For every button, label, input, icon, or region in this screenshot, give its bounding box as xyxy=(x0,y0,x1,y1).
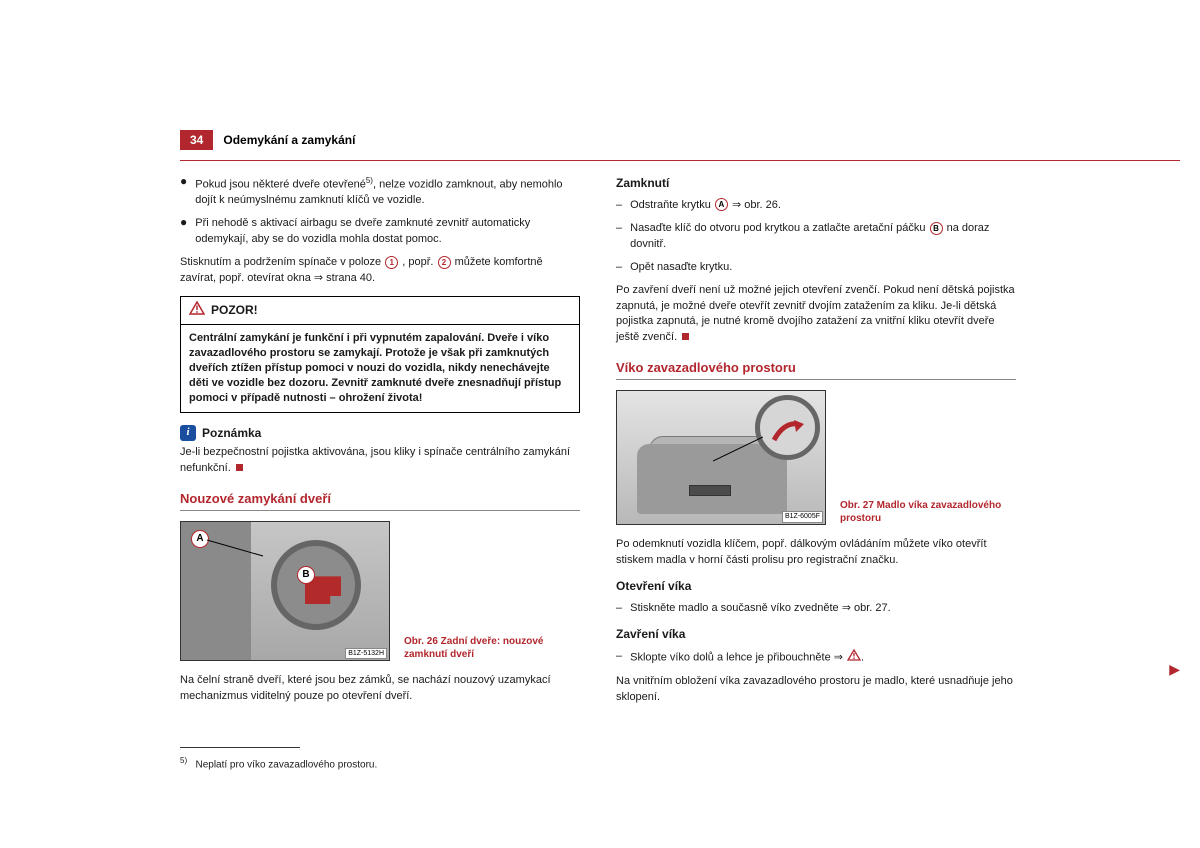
dash-item: – Sklopte víko dolů a lehce je přibouchn… xyxy=(616,649,1016,666)
right-column: Zamknutí – Odstraňte krytku A ⇒ obr. 26.… xyxy=(616,175,1016,715)
marker-a-line-icon xyxy=(205,538,265,558)
plate-shape xyxy=(689,485,731,496)
connector-line-icon xyxy=(713,435,763,463)
lift-arrow-icon xyxy=(770,420,804,444)
paragraph: Na vnitřním obložení víka zavazadlového … xyxy=(616,674,1016,705)
text-fragment: Sklopte víko dolů a lehce je přibouchnět… xyxy=(630,651,846,663)
bullet-dot: ● xyxy=(180,175,187,208)
footnote-divider xyxy=(180,747,300,748)
note-title: Poznámka xyxy=(202,425,261,442)
paragraph: Stisknutím a podržením spínače v poloze … xyxy=(180,255,580,286)
subheading-bold: Otevření víka xyxy=(616,578,1016,595)
warning-body: Centrální zamykání je funkční i při vypn… xyxy=(181,325,579,411)
figure-26: A B B1Z-5132H xyxy=(180,521,390,661)
figure-id: B1Z-6005F xyxy=(782,511,823,523)
dash-text: Opět nasaďte krytku. xyxy=(630,260,732,275)
dash-item: – Stiskněte madlo a současně víko zvedně… xyxy=(616,601,1016,616)
text-fragment: Odstraňte krytku xyxy=(630,199,714,211)
subheading: Víko zavazadlového prostoru xyxy=(616,359,1016,377)
text-fragment: Po zavření dveří není už možné jejich ot… xyxy=(616,284,1015,342)
warning-title: POZOR! xyxy=(211,302,258,319)
subheading-bold: Zavření víka xyxy=(616,626,1016,643)
dash-text: Stiskněte madlo a současně víko zvedněte… xyxy=(630,601,891,616)
warning-box: POZOR! Centrální zamykání je funkční i p… xyxy=(180,296,580,413)
header-divider xyxy=(180,160,1180,161)
subheading-rule xyxy=(616,379,1016,380)
figure-row: A B B1Z-5132H Obr. 26 Zadní dveře: nouzo… xyxy=(180,521,580,661)
text-fragment: , popř. xyxy=(402,256,436,268)
figure-caption: Obr. 27 Madlo víka zavazadlového prostor… xyxy=(840,499,1010,525)
ref-letter-b: B xyxy=(930,222,943,235)
figure-27: B1Z-6005F xyxy=(616,390,826,525)
warning-triangle-icon xyxy=(847,649,861,666)
car-body-shape xyxy=(637,444,787,514)
paragraph: Na čelní straně dveří, které jsou bez zá… xyxy=(180,673,580,704)
section-title: Odemykání a zamykání xyxy=(223,133,355,147)
subheading-bold: Zamknutí xyxy=(616,175,1016,192)
warning-header: POZOR! xyxy=(181,297,579,325)
subheading: Nouzové zamykání dveří xyxy=(180,490,580,508)
info-icon: i xyxy=(180,425,196,441)
text-fragment: Stisknutím a podržením spínače v poloze xyxy=(180,256,384,268)
bullet-item: ● Při nehodě s aktivací airbagu se dveře… xyxy=(180,216,580,247)
bullet-item: ● Pokud jsou některé dveře otevřené5), n… xyxy=(180,175,580,208)
text-fragment: ⇒ obr. 26. xyxy=(732,199,781,211)
subheading-rule xyxy=(180,510,580,511)
magnifier-circle xyxy=(271,540,361,630)
bullet-text: Pokud jsou některé dveře otevřené5), nel… xyxy=(195,175,580,208)
paragraph: Po zavření dveří není už možné jejich ot… xyxy=(616,283,1016,345)
dash-text: Odstraňte krytku A ⇒ obr. 26. xyxy=(630,198,781,213)
figure-row: B1Z-6005F Obr. 27 Madlo víka zavazadlové… xyxy=(616,390,1016,525)
dash: – xyxy=(616,198,622,213)
footnote: 5) Neplatí pro víko zavazadlového prosto… xyxy=(180,756,377,770)
ref-circle-1: 1 xyxy=(385,256,398,269)
footnote-ref: 5) xyxy=(366,176,373,185)
dash-item: – Opět nasaďte krytku. xyxy=(616,260,1016,275)
magnifier-circle xyxy=(755,395,820,460)
end-marker-icon xyxy=(236,464,243,471)
page-header: 34 Odemykání a zamykání xyxy=(180,130,1180,150)
paragraph: Po odemknutí vozidla klíčem, popř. dálko… xyxy=(616,537,1016,568)
text-fragment: Nasaďte klíč do otvoru pod krytkou a zat… xyxy=(630,222,928,234)
end-marker-icon xyxy=(682,333,689,340)
dash: – xyxy=(616,221,622,252)
dash-item: – Odstraňte krytku A ⇒ obr. 26. xyxy=(616,198,1016,213)
dash: – xyxy=(616,649,622,666)
text-fragment: Pokud jsou některé dveře otevřené xyxy=(195,179,366,191)
figure-caption: Obr. 26 Zadní dveře: nouzové zamknutí dv… xyxy=(404,635,574,661)
footnote-text: Neplatí pro víko zavazadlového prostoru. xyxy=(195,759,377,770)
note-body: Je-li bezpečnostní pojistka aktivována, … xyxy=(180,445,580,476)
ref-circle-2: 2 xyxy=(438,256,451,269)
dash-text: Nasaďte klíč do otvoru pod krytkou a zat… xyxy=(630,221,1016,252)
manual-page: 34 Odemykání a zamykání ● Pokud jsou něk… xyxy=(180,130,1180,750)
note-header: i Poznámka xyxy=(180,425,580,442)
content-columns: ● Pokud jsou některé dveře otevřené5), n… xyxy=(180,175,1180,715)
warning-triangle-icon xyxy=(189,301,205,320)
bullet-text: Při nehodě s aktivací airbagu se dveře z… xyxy=(195,216,580,247)
dash-item: – Nasaďte klíč do otvoru pod krytkou a z… xyxy=(616,221,1016,252)
ref-letter-a: A xyxy=(715,198,728,211)
dash: – xyxy=(616,260,622,275)
page-number: 34 xyxy=(180,130,213,150)
left-column: ● Pokud jsou některé dveře otevřené5), n… xyxy=(180,175,580,715)
figure-id: B1Z-5132H xyxy=(345,648,387,660)
dash-text: Sklopte víko dolů a lehce je přibouchnět… xyxy=(630,649,864,666)
bullet-dot: ● xyxy=(180,216,187,247)
dash: – xyxy=(616,601,622,616)
continue-arrow-icon: ▶ xyxy=(1169,661,1180,678)
footnote-mark: 5) xyxy=(180,756,187,765)
